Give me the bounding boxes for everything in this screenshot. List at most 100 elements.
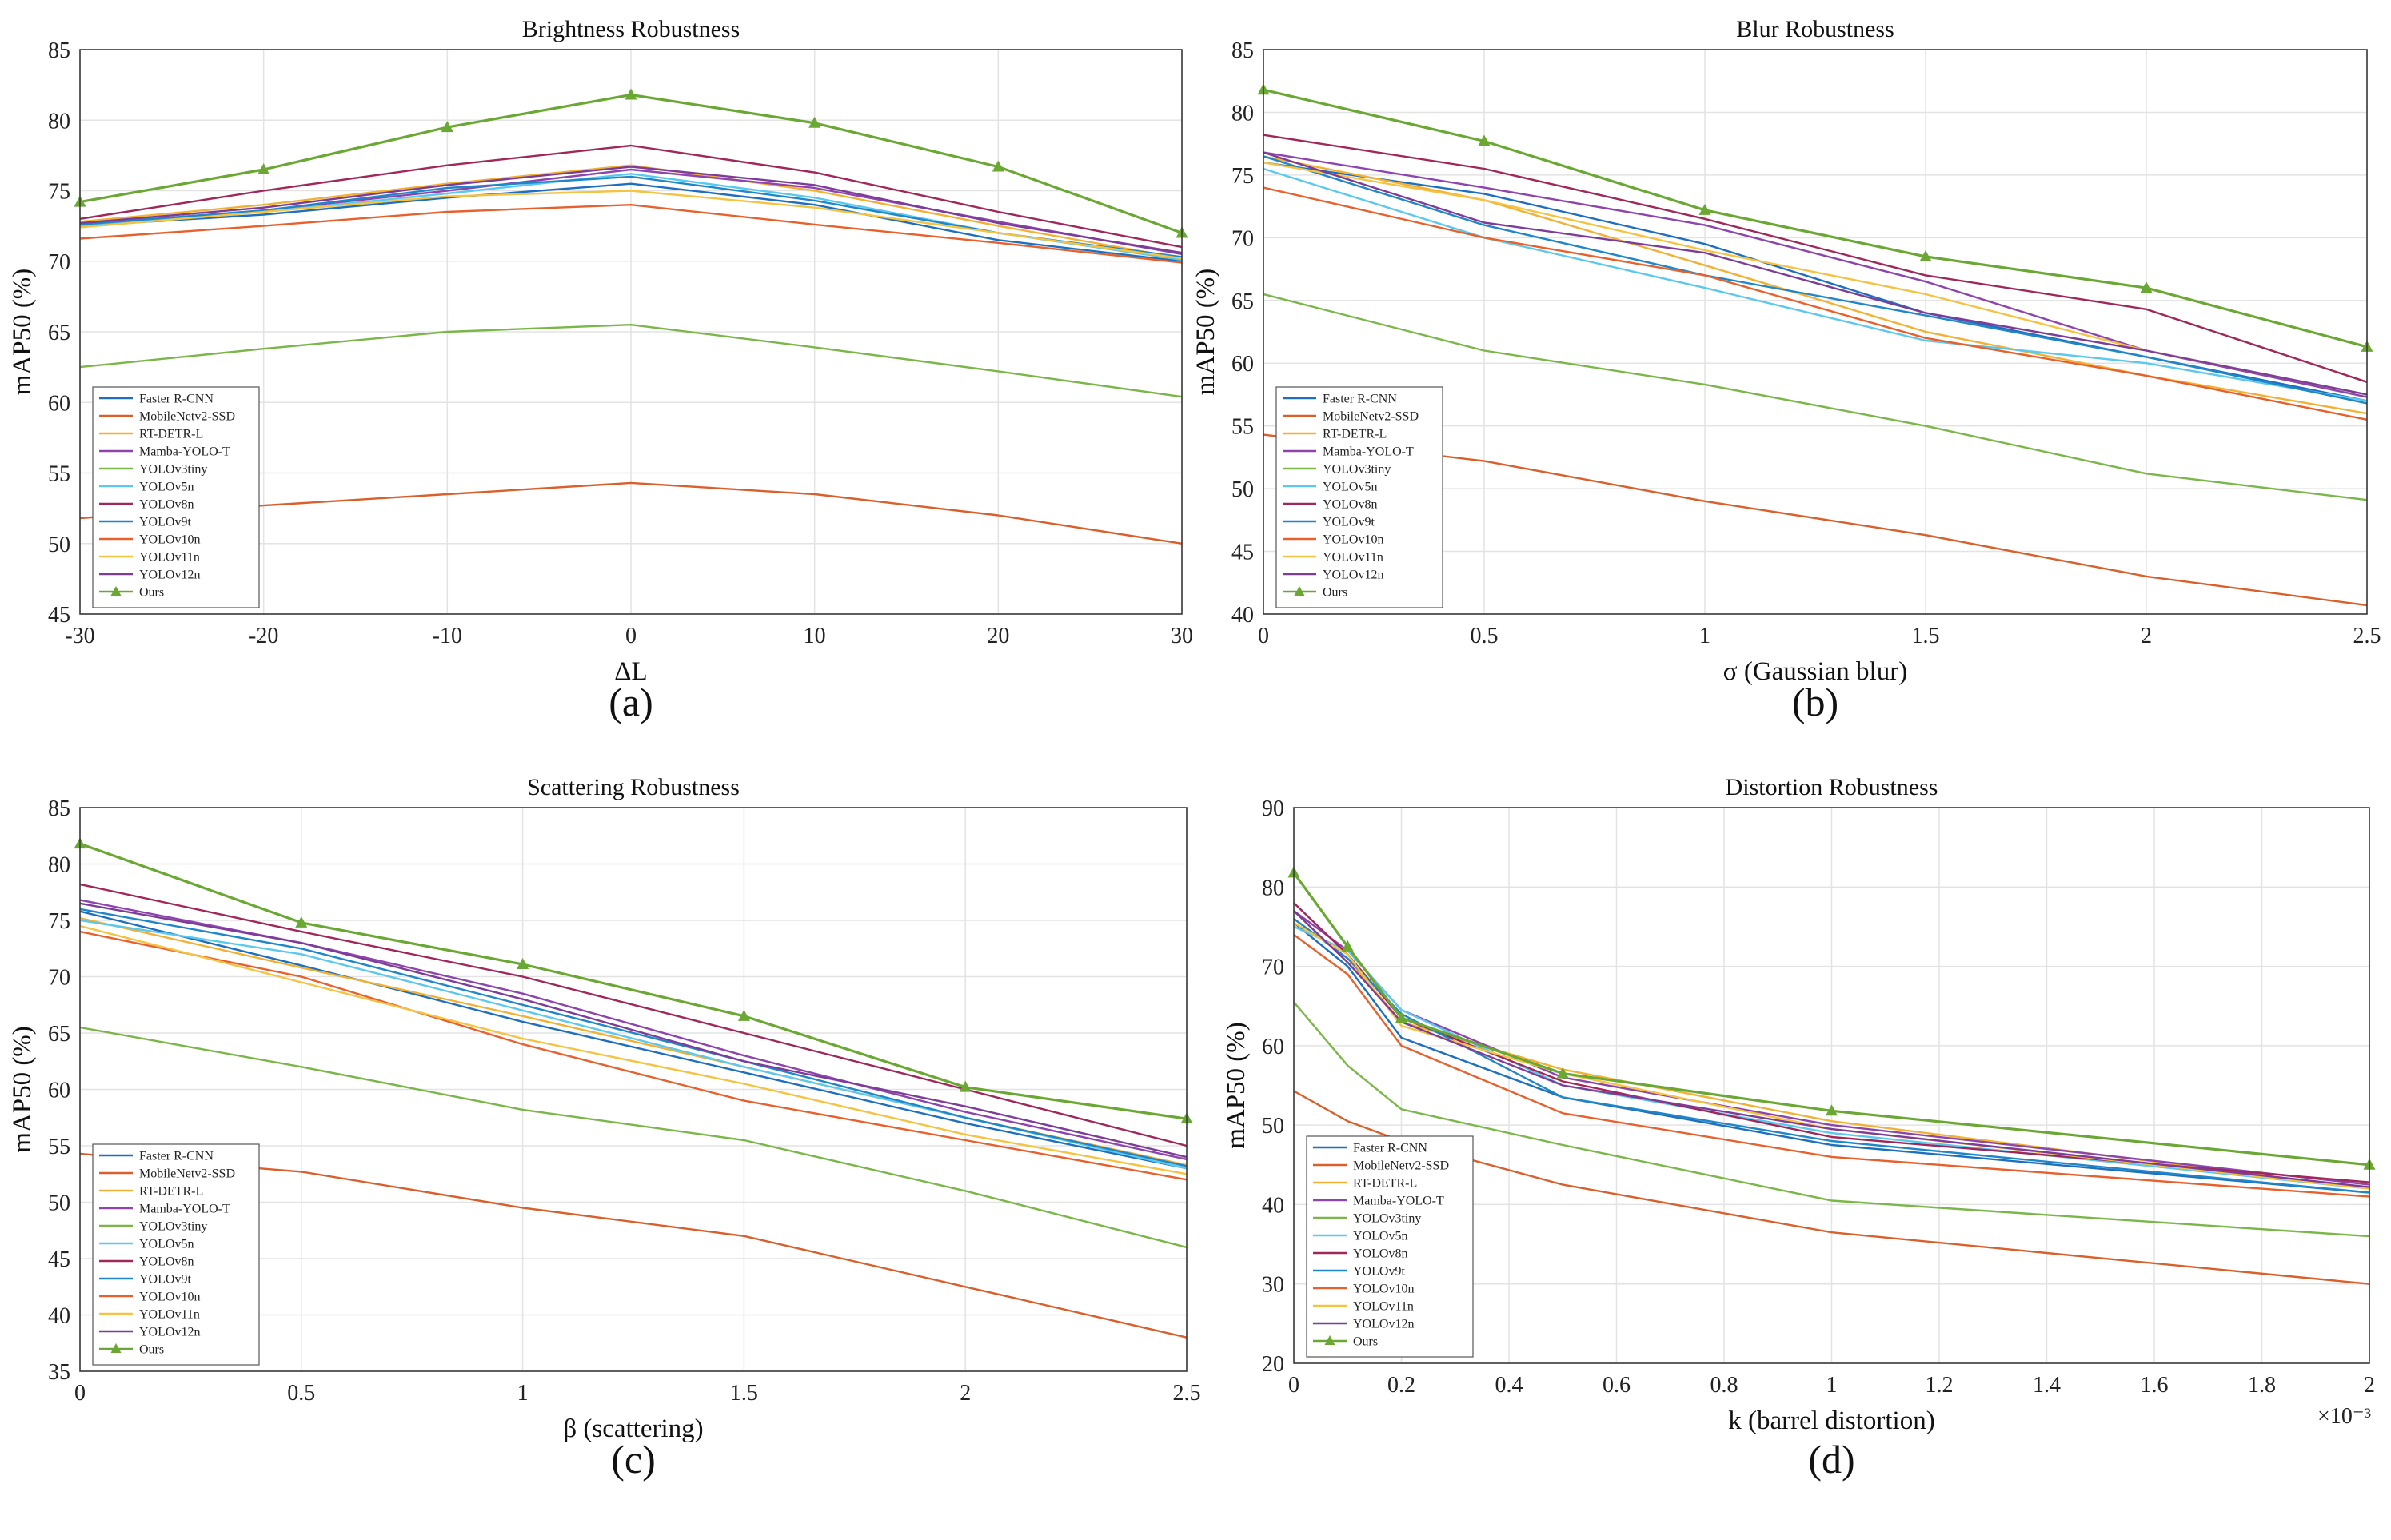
legend: Faster R-CNN MobileNetv2-SSD RT-DETR-L Mamb… [92,386,260,608]
data-point-marker [441,121,453,133]
legend-item: YOLOv5n [99,1238,194,1251]
legend-item: YOLOv8n [1283,498,1377,512]
legend: Faster R-CNN MobileNetv2-SSD RT-DETR-L Mamb… [1306,1135,1474,1358]
series-line-yolov9t [1293,918,2370,1194]
legend-item: Ours [1283,586,1347,600]
legend-label: YOLOv10n [1323,533,1383,547]
x-tick-label: 1.5 [730,1381,758,1406]
series-line-faster-r-cnn [79,910,1188,1170]
legend-item: YOLOv12n [1283,569,1383,582]
x-tick-label: 0.2 [1387,1373,1415,1398]
series-line-mobilenetv2-ssd [79,1152,1188,1339]
series-line-faster-r-cnn [79,182,1183,262]
y-tick-label: 80 [1262,876,1284,900]
legend-label: YOLOv10n [1353,1283,1414,1296]
series-line-yolov12n [1293,910,2370,1188]
legend-item: RT-DETR-L [1313,1177,1417,1191]
y-tick-label: 65 [48,321,70,345]
plot-frame [79,49,1183,615]
x-tick-label: 0.8 [1710,1373,1738,1398]
y-axis-label: mAP50 (%) [8,269,37,396]
x-tick-label: -10 [433,624,462,648]
series-line-rt-detr-l [79,164,1183,260]
data-point-marker [1698,203,1711,215]
y-tick-label: 75 [48,180,70,205]
x-tick-label: 20 [987,624,1009,648]
data-point-marker [1556,1067,1569,1079]
x-axis-label: k (barrel distortion) [1728,1406,1934,1435]
y-tick-label: 85 [48,796,70,821]
y-tick-label: 85 [1231,38,1254,63]
series-line-mobilenetv2-ssd [1293,1090,2370,1285]
chart-title: Scattering Robustness [527,774,740,800]
x-tick-label: 1.8 [2248,1373,2276,1398]
legend-label: Mamba-YOLO-T [139,1203,230,1216]
legend-label: Mamba-YOLO-T [1353,1195,1444,1208]
y-axis-label: mAP50 (%) [1192,269,1220,396]
legend-label: MobileNetv2-SSD [1353,1159,1449,1173]
legend-item: Ours [99,586,164,600]
legend-label: YOLOv9t [1323,516,1375,529]
legend-label: YOLOv9t [139,516,191,529]
legend-label: YOLOv12n [1323,569,1383,582]
legend-label: Ours [1323,586,1347,600]
y-tick-label: 60 [48,1079,70,1103]
x-tick-label: 0 [1288,1373,1299,1398]
y-tick-label: 60 [1231,352,1254,377]
legend-item: YOLOv9t [99,516,191,529]
legend-item: Ours [99,1343,164,1357]
y-tick-label: 30 [1262,1273,1284,1298]
x-tick-label: 1.6 [2141,1373,2169,1398]
y-tick-label: 40 [1231,603,1254,628]
series-line-yolov12n [79,902,1188,1159]
data-point-marker [992,160,1004,172]
y-tick-label: 45 [48,603,70,628]
legend-item: YOLOv11n [99,551,200,565]
y-tick-label: 50 [48,1191,70,1216]
series-line-yolov8n [79,144,1183,249]
legend-label: YOLOv3tiny [139,1220,207,1234]
legend-label: MobileNetv2-SSD [1323,410,1419,424]
x-tick-label: 2 [2141,624,2152,648]
x-tick-label: 0 [74,1381,86,1406]
legend-item: Mamba-YOLO-T [1283,445,1414,459]
series-line-ours [1263,88,2368,349]
legend-item: YOLOv9t [99,1273,191,1287]
legend-label: Ours [139,586,164,600]
legend-item: YOLOv11n [99,1308,200,1322]
x-axis-label: β (scattering) [563,1414,703,1443]
legend-item: Faster R-CNN [1283,393,1397,406]
series-line-yolov9t [1263,155,2368,405]
y-tick-label: 55 [48,1135,70,1159]
legend-item: YOLOv10n [1283,533,1383,547]
legend-label: YOLOv9t [1353,1265,1405,1279]
legend-label: YOLOv5n [1353,1230,1407,1243]
legend-label: YOLOv3tiny [1323,463,1391,477]
legend-item: YOLOv11n [1283,551,1383,565]
y-tick-label: 20 [1262,1352,1284,1377]
y-tick-label: 70 [1262,956,1284,980]
legend-label: Ours [139,1343,164,1357]
chart-1: -30 -20 -10 0 10 20 30 45 50 55 60 65 70 75 80 85 Bright… [8,16,1193,724]
series-line-yolov10n [79,930,1188,1181]
x-tick-label: 1 [517,1381,529,1406]
series-line-yolov10n [1263,186,2368,421]
legend-item: YOLOv8n [99,498,194,512]
chart-2: 0 0.5 1 1.5 2 2.5 40 45 50 55 60 65 70 75 80 85 Blur Rob… [1192,16,2381,724]
legend-label: YOLOv8n [1323,498,1377,512]
series-line-rt-detr-l [1263,155,2368,415]
series-line-yolov3tiny [1263,293,2368,501]
y-tick-label: 55 [1231,415,1254,440]
legend-item: YOLOv12n [1313,1318,1414,1331]
legend-label: YOLOv12n [1353,1318,1414,1331]
legend-label: YOLOv9t [139,1273,191,1287]
chart-title: Brightness Robustness [522,16,740,42]
chart-3: 0 0.5 1 1.5 2 2.5 35 40 45 50 55 60 65 70 75 80 85 Scatte… [8,774,1201,1482]
x-tick-label: 10 [804,624,826,648]
x-tick-label: 0.5 [1471,624,1499,648]
x-axis-label: σ (Gaussian blur) [1723,657,1907,686]
x-tick-label: 2.5 [1173,1381,1201,1406]
y-tick-label: 55 [48,462,70,487]
legend-label: YOLOv8n [139,1255,194,1269]
